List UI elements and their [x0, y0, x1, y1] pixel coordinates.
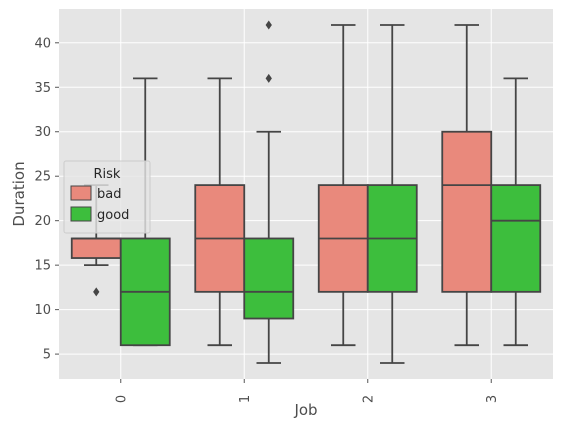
x-axis-label: Job [293, 401, 317, 419]
y-tick-label-25: 25 [34, 170, 51, 185]
box-good-0 [119, 77, 171, 347]
y-axis-label: Duration [10, 161, 28, 226]
x-axis-ticks: 0 1 2 3 [114, 379, 500, 403]
box-good-1 [243, 20, 295, 364]
x-tick-label-2: 2 [361, 395, 376, 403]
y-axis-ticks: 5 10 15 20 25 30 35 40 [34, 36, 59, 363]
boxes-layer [70, 20, 542, 364]
box-good-2 [366, 24, 418, 364]
outlier-point [93, 287, 100, 297]
y-tick-label-35: 35 [34, 81, 51, 96]
legend-label-bad: bad [97, 187, 121, 202]
legend-swatch-bad [70, 185, 92, 201]
legend: Risk bad good [63, 160, 151, 234]
y-tick-label-20: 20 [34, 214, 51, 229]
legend-swatch-good [70, 206, 92, 222]
box-good-3 [490, 77, 542, 347]
y-tick-label-40: 40 [34, 36, 51, 51]
box-iqr [441, 130, 493, 293]
x-tick-label-1: 1 [238, 395, 253, 403]
y-tick-label-30: 30 [34, 125, 51, 140]
legend-label-good: good [97, 208, 129, 223]
box-iqr [70, 237, 122, 259]
x-tick-label-0: 0 [114, 395, 129, 403]
y-tick-label-15: 15 [34, 259, 51, 274]
outlier-point [265, 73, 272, 83]
y-tick-label-10: 10 [34, 303, 51, 318]
box-bad-1 [194, 77, 246, 347]
box-bad-3 [441, 24, 493, 347]
box-bad-2 [317, 24, 369, 347]
box-iqr [243, 237, 295, 320]
x-tick-label-3: 3 [485, 395, 500, 403]
box-iqr [490, 184, 542, 293]
outlier-point [265, 20, 272, 30]
legend-title: Risk [94, 167, 121, 182]
y-tick-label-5: 5 [43, 348, 51, 363]
